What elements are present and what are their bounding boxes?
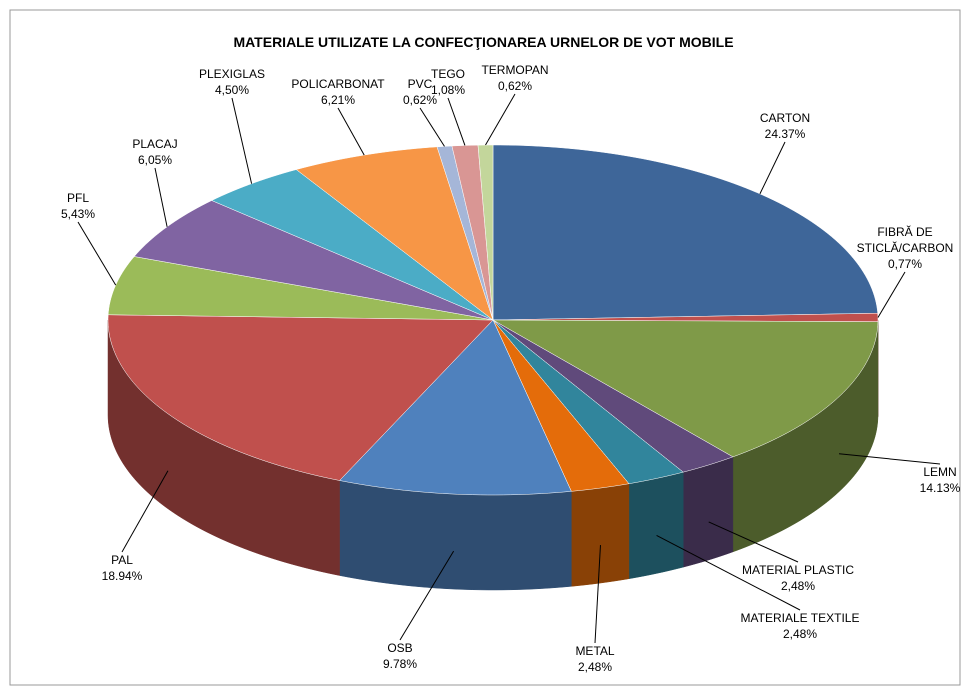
leader-line: [877, 271, 906, 318]
pie-side: [571, 483, 630, 587]
category-label: LEMN: [923, 465, 957, 479]
value-label: 0,77%: [887, 257, 923, 271]
leader-line: [399, 550, 455, 641]
category-label: PFL: [66, 191, 89, 205]
value-label: 1,08%: [430, 83, 466, 97]
data-label: PAL 18.94%: [102, 552, 143, 584]
value-label: 0,62%: [402, 93, 438, 107]
leader-line: [154, 167, 168, 227]
leader-line: [231, 97, 253, 184]
value-label: 2,48%: [782, 627, 818, 641]
leader-line: [838, 453, 941, 465]
leader-line: [759, 141, 786, 195]
data-label: PVC 0,62%: [403, 76, 437, 108]
category-label: PLACAJ: [132, 137, 178, 151]
category-label: MATERIALE TEXTILE: [740, 611, 860, 625]
data-label: MATERIAL PLASTIC 2,48%: [742, 562, 854, 594]
pie-slice: [339, 319, 572, 496]
leader-line: [121, 470, 169, 553]
data-label: TEGO 1,08%: [431, 66, 465, 98]
chart-title: MATERIALE UTILIZATE LA CONFECŢIONAREA UR…: [233, 34, 734, 50]
leader-line: [337, 107, 365, 156]
pie-side: [339, 480, 572, 591]
leader-line: [419, 107, 445, 147]
pie-side: [628, 471, 684, 580]
data-label: PLEXIGLAS 4,50%: [199, 66, 265, 98]
data-label: OSB 9.78%: [383, 640, 417, 672]
category-label: MATERIAL PLASTIC: [741, 563, 855, 577]
data-label: PLACAJ 6,05%: [132, 136, 177, 168]
pie-slice: [492, 319, 684, 484]
value-label: 4,50%: [214, 83, 250, 97]
category-label: PAL: [111, 553, 133, 567]
leader-line: [656, 534, 801, 611]
pie-slice: [492, 144, 878, 321]
category-label: CARTON: [759, 111, 811, 125]
value-label: 6,05%: [137, 153, 173, 167]
pie-slice: [492, 319, 734, 473]
pie-slice: [107, 314, 494, 481]
value-label: 2,48%: [780, 579, 816, 593]
pie-side: [682, 456, 734, 568]
data-label: MATERIALE TEXTILE 2,48%: [741, 610, 860, 642]
leader-line: [485, 93, 516, 146]
data-label: METAL 2,48%: [575, 643, 614, 675]
frame: [9, 9, 961, 686]
category-label: FIBRĂ DE STICLĂ/CARBON: [856, 225, 954, 255]
value-label: 14.13%: [919, 481, 961, 495]
pie-slice: [211, 169, 494, 321]
data-label: PFL 5,43%: [61, 190, 95, 222]
leader-line: [447, 97, 466, 146]
category-label: TERMOPAN: [481, 63, 549, 77]
category-label: PLEXIGLAS: [198, 67, 266, 81]
data-label: LEMN 14.13%: [920, 464, 961, 496]
data-label: CARTON 24.37%: [760, 110, 810, 142]
value-label: 9.78%: [382, 657, 418, 671]
category-label: METAL: [575, 644, 615, 658]
value-label: 6,21%: [320, 93, 356, 107]
pie-slice: [107, 256, 494, 321]
value-label: 18.94%: [101, 569, 143, 583]
leader-line: [708, 521, 799, 563]
leader-line: [77, 221, 117, 286]
value-label: 24.37%: [764, 127, 806, 141]
data-label: TERMOPAN 0,62%: [481, 62, 548, 94]
data-label: POLICARBONAT 6,21%: [291, 76, 384, 108]
pie-slice: [492, 319, 879, 458]
category-label: PVC: [407, 77, 433, 91]
value-label: 0,62%: [497, 79, 533, 93]
data-label: FIBRĂ DE STICLĂ/CARBON 0,77%: [850, 224, 960, 272]
value-label: 2,48%: [577, 660, 613, 674]
pie-slice: [492, 319, 630, 492]
category-label: TEGO: [430, 67, 465, 81]
value-label: 5,43%: [60, 207, 96, 221]
category-label: OSB: [387, 641, 413, 655]
category-label: POLICARBONAT: [291, 77, 385, 91]
leader-line: [594, 545, 601, 644]
